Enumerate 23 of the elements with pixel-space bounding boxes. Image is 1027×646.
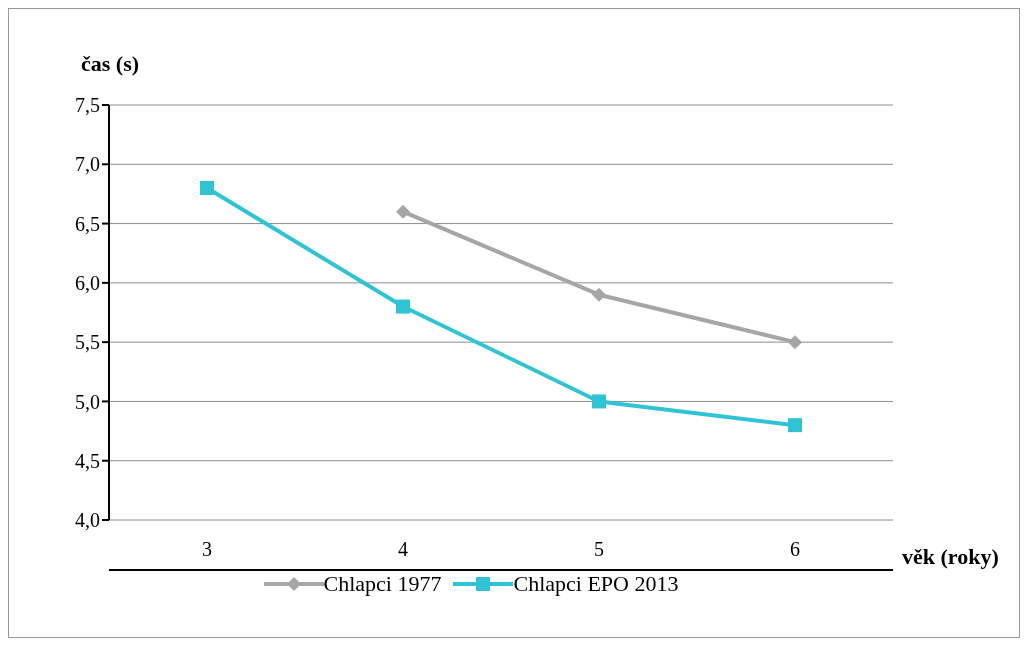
x-tick-label: 5 <box>594 538 604 561</box>
x-tick-label: 3 <box>202 538 212 561</box>
y-tick-label: 6,0 <box>75 271 100 294</box>
legend-label: Chlapci 1977 <box>323 571 442 597</box>
y-tick-label: 5,5 <box>75 331 100 354</box>
point <box>788 418 802 433</box>
y-axis-title: čas (s) <box>81 51 140 77</box>
y-tick-label: 7,0 <box>75 153 100 176</box>
point <box>592 394 606 409</box>
y-tick-label: 5,0 <box>75 390 100 413</box>
point <box>788 335 802 350</box>
point <box>396 299 410 314</box>
y-tick-label: 7,5 <box>75 94 100 117</box>
y-tick-label: 4,5 <box>75 449 100 472</box>
y-tick-label: 6,5 <box>75 212 100 235</box>
x-tick-label: 4 <box>398 538 408 561</box>
y-tick-label: 4,0 <box>75 509 100 532</box>
point <box>592 287 606 302</box>
x-tick-label: 6 <box>790 538 800 561</box>
point <box>396 204 410 219</box>
legend-label: Chlapci EPO 2013 <box>513 571 679 597</box>
x-axis-title: věk (roky) <box>902 544 999 570</box>
point <box>200 181 214 195</box>
